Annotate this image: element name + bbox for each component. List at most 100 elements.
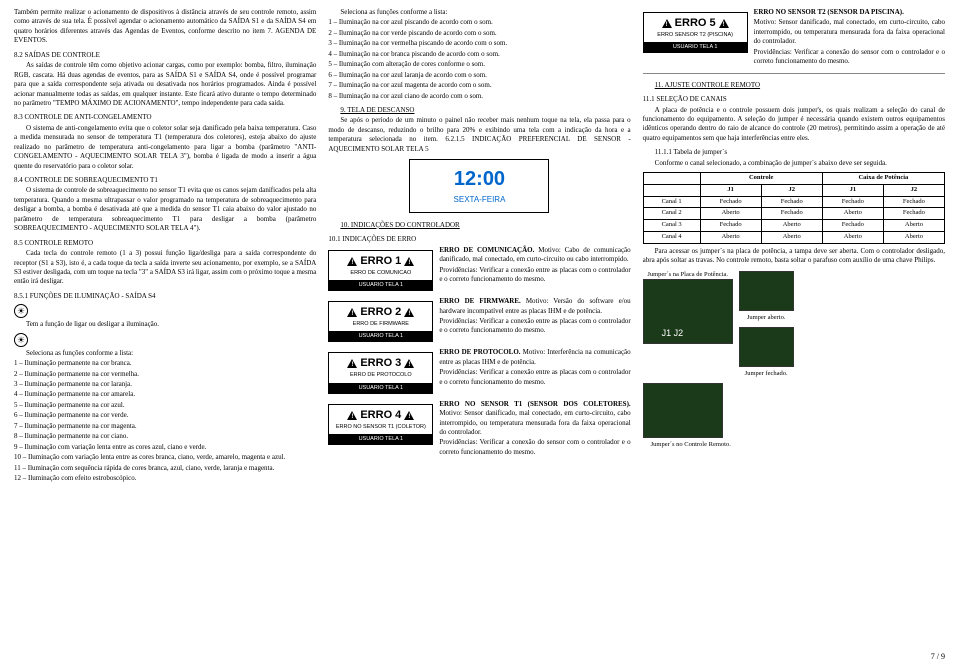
error-sub: ERRO DE COMUNICAO	[331, 270, 430, 277]
sec-10-1: 10.1 INDICAÇÕES DE ERRO	[328, 235, 630, 244]
list-item: 6 – Iluminação permanente na cor verde.	[14, 411, 316, 420]
table-cell: Aberto	[700, 208, 761, 220]
list-item: 7 – Iluminação permanente na cor magenta…	[14, 422, 316, 431]
table-cell: Fechado	[761, 196, 822, 208]
error-box: ERRO 2ERRO DE FIRMWARE USUARIO TELA 1	[328, 301, 433, 342]
photo-jumper-aberto	[739, 271, 794, 311]
table-header: J1	[822, 184, 883, 196]
screensaver-box: 12:00 SEXTA-FEIRA	[409, 159, 549, 213]
erro5-box: ERRO 5 ERRO SENSOR T2 (PISCINA) USUARIO …	[643, 12, 748, 53]
column-3: ERRO 5 ERRO SENSOR T2 (PISCINA) USUARIO …	[643, 8, 945, 661]
list-item: 1 – Iluminação permanente na cor branca.	[14, 359, 316, 368]
table-header: J2	[883, 184, 944, 196]
error-row: ERRO 1ERRO DE COMUNICAOUSUARIO TELA 1ERR…	[328, 246, 630, 295]
error-user: USUARIO TELA 1	[329, 331, 432, 341]
illum-list-1: 1 – Iluminação permanente na cor branca.…	[14, 359, 316, 484]
sec-11-1-1: 11.1.1 Tabela de jumper´s	[643, 148, 945, 157]
col2-head: Seleciona as funções conforme a lista:	[328, 8, 630, 17]
sec-8-5: 8.5 CONTROLE REMOTO	[14, 239, 316, 248]
table-header: J1	[700, 184, 761, 196]
jumper-table: ControleCaixa de Potência J1J2J1J2 Canal…	[643, 172, 945, 244]
error-box: ERRO 1ERRO DE COMUNICAOUSUARIO TELA 1	[328, 250, 433, 291]
list-item: 12 – Iluminação com efeito estroboscópic…	[14, 474, 316, 483]
table-cell: Aberto	[822, 231, 883, 243]
error-row: ERRO 2ERRO DE FIRMWAREUSUARIO TELA 1ERRO…	[328, 297, 630, 346]
table-cell: Aberto	[883, 231, 944, 243]
erro5-head: ERRO NO SENSOR T2 (SENSOR DA PISCINA).	[754, 8, 904, 16]
list-item: 1 – Iluminação na cor azul piscando de a…	[328, 18, 630, 27]
error-prov: Providências: Verificar a conexão entre …	[439, 266, 630, 285]
list-item: 8 – Iluminação na cor azul ciano de acor…	[328, 92, 630, 101]
para-11-1: A placa de potência e o controle possuem…	[643, 106, 945, 144]
error-sub: ERRO NO SENSOR T1 (COLETOR)	[331, 424, 430, 431]
erro5-prov: Providências: Verificar a conexão do sen…	[754, 48, 945, 67]
list-item: 9 – Iluminação com variação lenta entre …	[14, 443, 316, 452]
table-cell: Fechado	[700, 196, 761, 208]
photo-controle-remoto	[643, 383, 723, 438]
table-header: J2	[761, 184, 822, 196]
warning-icon	[404, 257, 414, 266]
erro5-sub: ERRO SENSOR T2 (PISCINA)	[646, 32, 745, 39]
sun-icon-2: ☀	[14, 333, 28, 347]
table-cell: Canal 3	[643, 220, 700, 232]
sec-10: 10. INDICAÇÕES DO CONTROLADOR	[328, 221, 630, 230]
list-item: 5 – Iluminação permanente na cor azul.	[14, 401, 316, 410]
sec-11: 11. AJUSTE CONTROLE REMOTO	[643, 81, 945, 90]
erro5-motivo: Motivo: Sensor danificado, mal conectado…	[754, 18, 945, 46]
sun-icon: ☀	[14, 304, 28, 318]
table-row: Canal 1FechadoFechadoFechadoFechado	[643, 196, 944, 208]
list-item: 3 – Iluminação permanente na cor laranja…	[14, 380, 316, 389]
list-item: 4 – Iluminação na cor branca piscando de…	[328, 50, 630, 59]
error-box: ERRO 4ERRO NO SENSOR T1 (COLETOR)USUARIO…	[328, 404, 433, 445]
table-row: Canal 3FechadoAbertoFechadoAberto	[643, 220, 944, 232]
list-item: 10 – Iluminação com variação lenta entre…	[14, 453, 316, 462]
sun2-text: Seleciona as funções conforme a lista:	[14, 349, 316, 358]
error-list: ERRO 1ERRO DE COMUNICAOUSUARIO TELA 1ERR…	[328, 246, 630, 461]
list-item: 5 – Iluminação com alteração de cores co…	[328, 60, 630, 69]
error-title: ERRO 2	[360, 305, 401, 320]
warning-icon	[404, 308, 414, 317]
error-motivo: Motivo: Sensor danificado, mal conectado…	[439, 409, 630, 436]
para-8-2: As saídas de controle têm como objetivo …	[14, 61, 316, 108]
illum-list-2: 1 – Iluminação na cor azul piscando de a…	[328, 18, 630, 102]
error-row: ERRO 3ERRO DE PROTOCOLOUSUARIO TELA 1ERR…	[328, 348, 630, 397]
column-2: Seleciona as funções conforme a lista: 1…	[328, 8, 630, 661]
list-item: 4 – Iluminação permanente na cor amarela…	[14, 390, 316, 399]
screensaver-day: SEXTA-FEIRA	[416, 195, 542, 206]
error-sub: ERRO DE FIRMWARE	[331, 321, 430, 328]
para-9: Se após o período de um minuto o painel …	[328, 116, 630, 154]
table-row: Canal 4AbertoAbertoAbertoAberto	[643, 231, 944, 243]
error-head: ERRO DE FIRMWARE.	[439, 297, 520, 305]
error-head: ERRO DE COMUNICAÇÃO.	[439, 246, 534, 254]
warning-icon	[347, 359, 357, 368]
table-cell: Aberto	[700, 231, 761, 243]
th-caixa: Caixa de Potência	[822, 173, 944, 185]
jumper-closed-label: Jumper fechado.	[739, 370, 794, 379]
warning-icon	[347, 411, 357, 420]
erro5-row: ERRO 5 ERRO SENSOR T2 (PISCINA) USUARIO …	[643, 8, 945, 68]
sun1-text: Tem a função de ligar ou desligar a ilum…	[14, 320, 316, 329]
table-cell: Aberto	[761, 220, 822, 232]
sec-8-3: 8.3 CONTROLE DE ANTI-CONGELAMENTO	[14, 113, 316, 122]
para-11-1-1: Conforme o canal selecionado, a combinaç…	[643, 159, 945, 168]
table-cell: Aberto	[883, 220, 944, 232]
table-cell: Canal 2	[643, 208, 700, 220]
error-user: USUARIO TELA 1	[329, 280, 432, 290]
table-row: Canal 2AbertoFechadoAbertoFechado	[643, 208, 944, 220]
list-item: 6 – Iluminação na cor azul laranja de ac…	[328, 71, 630, 80]
jumper-placa-label: Jumper´s na Placa de Potência.	[643, 271, 733, 280]
table-cell: Fechado	[700, 220, 761, 232]
sec-8-5-1: 8.5.1 FUNÇÕES DE ILUMINAÇÃO - SAÍDA S4	[14, 292, 316, 301]
photo-jumper-fechado	[739, 327, 794, 367]
error-row: ERRO 4ERRO NO SENSOR T1 (COLETOR)USUARIO…	[328, 400, 630, 459]
warning-icon	[404, 411, 414, 420]
photo-placa-potencia: J1 J2	[643, 279, 733, 344]
warning-icon	[404, 359, 414, 368]
error-box: ERRO 3ERRO DE PROTOCOLOUSUARIO TELA 1	[328, 352, 433, 393]
error-prov: Providências: Verificar a conexão entre …	[439, 317, 630, 336]
table-cell: Fechado	[883, 196, 944, 208]
para-8-3: O sistema de anti-congelamento evita que…	[14, 124, 316, 171]
table-cell: Canal 1	[643, 196, 700, 208]
intro-para: Também permite realizar o acionamento de…	[14, 8, 316, 46]
para-8-4: O sistema de controle de sobreaqueciment…	[14, 186, 316, 233]
